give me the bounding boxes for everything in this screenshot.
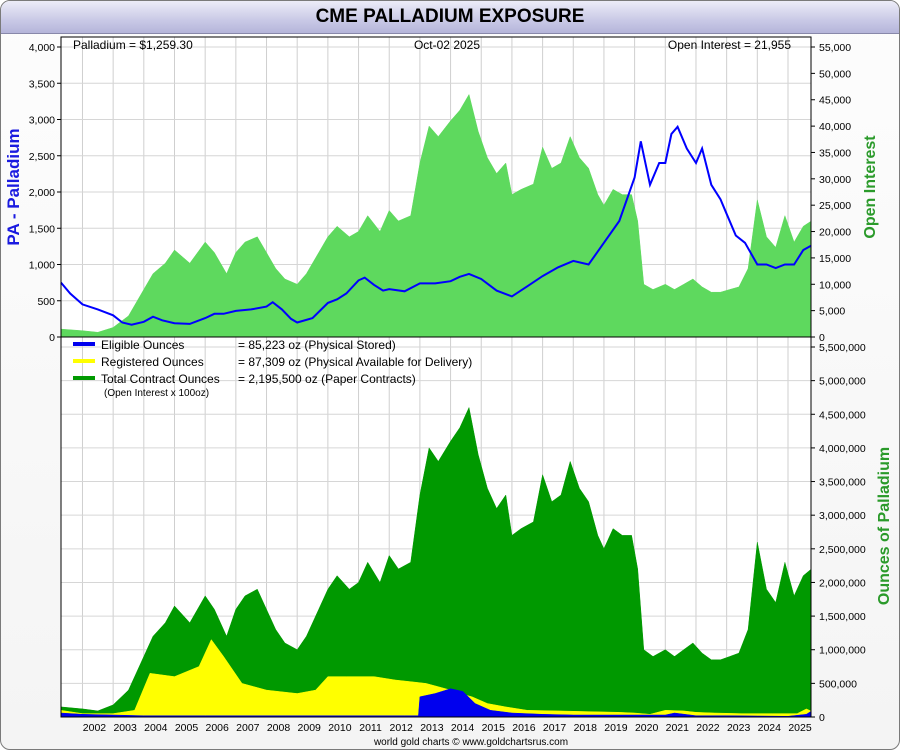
right-tick-label-bottom: 5,500,000 [819,342,866,354]
legend-note: (Open Interest x 100oz) [104,388,209,399]
right-tick-label-top: 25,000 [819,200,851,212]
x-tick-label: 2010 [328,722,352,734]
open-interest-area [60,93,812,338]
legend-value-eligible: = 85,223 oz (Physical Stored) [238,338,396,352]
right-tick-label-bottom: 3,500,000 [819,477,866,489]
legend-swatch-registered [73,359,95,363]
x-tick-label: 2024 [758,722,782,734]
right-tick-label-top: 30,000 [819,174,851,186]
legend-label-total: Total Contract Ounces [101,372,220,386]
x-tick-label: 2013 [420,722,444,734]
right-tick-label-bottom: 4,500,000 [819,409,866,421]
right-tick-label-top: 0 [819,332,825,344]
right-tick-label-top: 50,000 [819,68,851,80]
x-tick-label: 2017 [543,722,567,734]
right-tick-label-top: 5,000 [819,306,845,318]
right-tick-label-top: 40,000 [819,121,851,133]
right-tick-label-top: 35,000 [819,147,851,159]
right-tick-label-bottom: 500,000 [819,678,857,690]
palladium-price-line [60,124,812,326]
x-tick-label: 2002 [83,722,107,734]
axis-ticks: 2002 2003 2004 2005 2006 2007 2008 2009 2010 2011… [29,42,866,734]
right-tick-label-top: 55,000 [819,42,851,54]
left-axis-title: PA - Palladium [4,128,23,245]
palladium-series [60,124,812,326]
x-tick-label: 2006 [205,722,229,734]
left-tick-label: 2,000 [29,187,55,199]
legend-label-eligible: Eligible Ounces [101,338,184,352]
x-tick-label: 2004 [144,722,168,734]
x-tick-label: 2021 [666,722,690,734]
legend-swatch-total [73,376,95,380]
left-tick-label: 0 [49,332,55,344]
price-label: Palladium = $1,259.30 [73,38,193,52]
right-axis-title-bottom: Ounces of Palladium [876,447,893,605]
right-tick-label-top: 20,000 [819,227,851,239]
right-tick-label-bottom: 2,500,000 [819,544,866,556]
x-tick-label: 2016 [512,722,536,734]
legend: Eligible Ounces = 85,223 oz (Physical St… [73,338,472,399]
x-tick-label: 2018 [574,722,598,734]
left-tick-label: 3,000 [29,115,55,127]
right-tick-label-top: 15,000 [819,253,851,265]
right-tick-label-top: 45,000 [819,95,851,107]
open-interest-series [60,93,812,338]
left-tick-label: 1,000 [29,260,55,272]
x-tick-label: 2011 [359,722,382,734]
right-tick-label-bottom: 5,000,000 [819,376,866,388]
right-tick-label-bottom: 1,000,000 [819,645,866,657]
x-tick-label: 2023 [727,722,751,734]
x-tick-label: 2014 [451,722,475,734]
date-label: Oct-02 2025 [414,38,480,52]
left-tick-label: 500 [37,296,55,308]
right-tick-label-bottom: 2,000,000 [819,577,866,589]
title-bar: CME PALLADIUM EXPOSURE [1,1,899,34]
x-tick-label: 2009 [298,722,322,734]
left-tick-label: 1,500 [29,223,55,235]
right-tick-label-bottom: 4,000,000 [819,443,866,455]
open-interest-label: Open Interest = 21,955 [668,38,791,52]
x-tick-label: 2007 [236,722,260,734]
bottom-panel-border [60,336,812,718]
right-tick-label-bottom: 1,500,000 [819,611,866,623]
x-tick-label: 2022 [696,722,720,734]
left-tick-label: 2,500 [29,151,55,163]
right-tick-label-bottom: 0 [819,712,825,724]
x-tick-label: 2008 [267,722,291,734]
x-tick-label: 2019 [604,722,628,734]
right-axis-title-top: Open Interest [862,135,879,239]
legend-value-registered: = 87,309 oz (Physical Available for Deli… [238,355,472,369]
legend-value-total: = 2,195,500 oz (Paper Contracts) [238,372,416,386]
x-tick-label: 2025 [788,722,812,734]
ounces-areas [60,406,812,718]
legend-swatch-eligible [73,342,95,346]
footer-credit: world gold charts © www.goldchartsrus.co… [373,737,568,748]
x-tick-label: 2012 [390,722,414,734]
left-tick-label: 4,000 [29,42,55,54]
x-tick-label: 2020 [635,722,659,734]
chart-title: CME PALLADIUM EXPOSURE [315,6,585,27]
x-tick-label: 2003 [113,722,137,734]
legend-label-registered: Registered Ounces [101,355,204,369]
x-tick-label: 2005 [175,722,199,734]
eligible-ounces-series [60,688,812,718]
x-tick-label: 2015 [482,722,506,734]
left-tick-label: 3,500 [29,78,55,90]
right-tick-label-bottom: 3,000,000 [819,510,866,522]
total-contract-ounces-series [60,406,812,718]
right-tick-label-top: 10,000 [819,279,851,291]
